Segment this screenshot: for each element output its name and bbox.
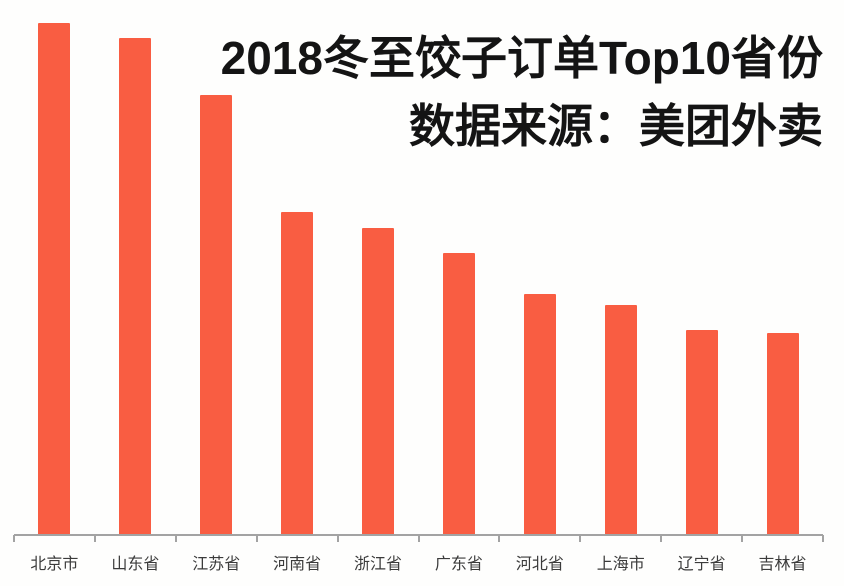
x-axis-label: 北京市 — [30, 556, 79, 573]
x-axis-tick — [498, 535, 501, 542]
x-axis-label: 山东省 — [111, 556, 160, 573]
bar — [766, 333, 799, 535]
x-axis-tick — [417, 535, 420, 542]
chart-title-block: 2018冬至饺子订单Top10省份 数据来源：美团外卖 — [221, 24, 823, 160]
x-axis-tick — [13, 535, 15, 542]
bar — [523, 294, 556, 535]
x-axis-tick — [174, 535, 177, 542]
x-axis-label: 上海市 — [596, 556, 645, 573]
bar — [685, 330, 718, 535]
x-axis-label: 辽宁省 — [677, 556, 726, 573]
x-axis-label: 河北省 — [515, 556, 564, 573]
x-axis-label: 吉林省 — [758, 556, 807, 573]
bar — [442, 253, 475, 535]
x-axis-tick — [93, 535, 96, 542]
x-axis-label: 浙江省 — [354, 556, 403, 573]
x-axis-tick — [741, 535, 744, 542]
bar — [362, 228, 395, 535]
x-axis-tick — [336, 535, 339, 542]
bar — [38, 23, 71, 535]
bar — [281, 212, 314, 535]
x-axis-tick — [579, 535, 582, 542]
bar — [200, 95, 233, 535]
x-axis-tick — [660, 535, 663, 542]
x-axis-tick — [822, 535, 824, 542]
x-axis-label: 广东省 — [434, 556, 483, 573]
x-axis-label: 江苏省 — [192, 556, 241, 573]
bar — [119, 38, 152, 535]
chart-title: 2018冬至饺子订单Top10省份 — [220, 32, 823, 84]
x-axis-tick — [255, 535, 258, 542]
x-axis-label: 河南省 — [273, 556, 322, 573]
chart-subtitle: 数据来源：美团外卖 — [409, 100, 823, 152]
bar — [604, 305, 637, 535]
